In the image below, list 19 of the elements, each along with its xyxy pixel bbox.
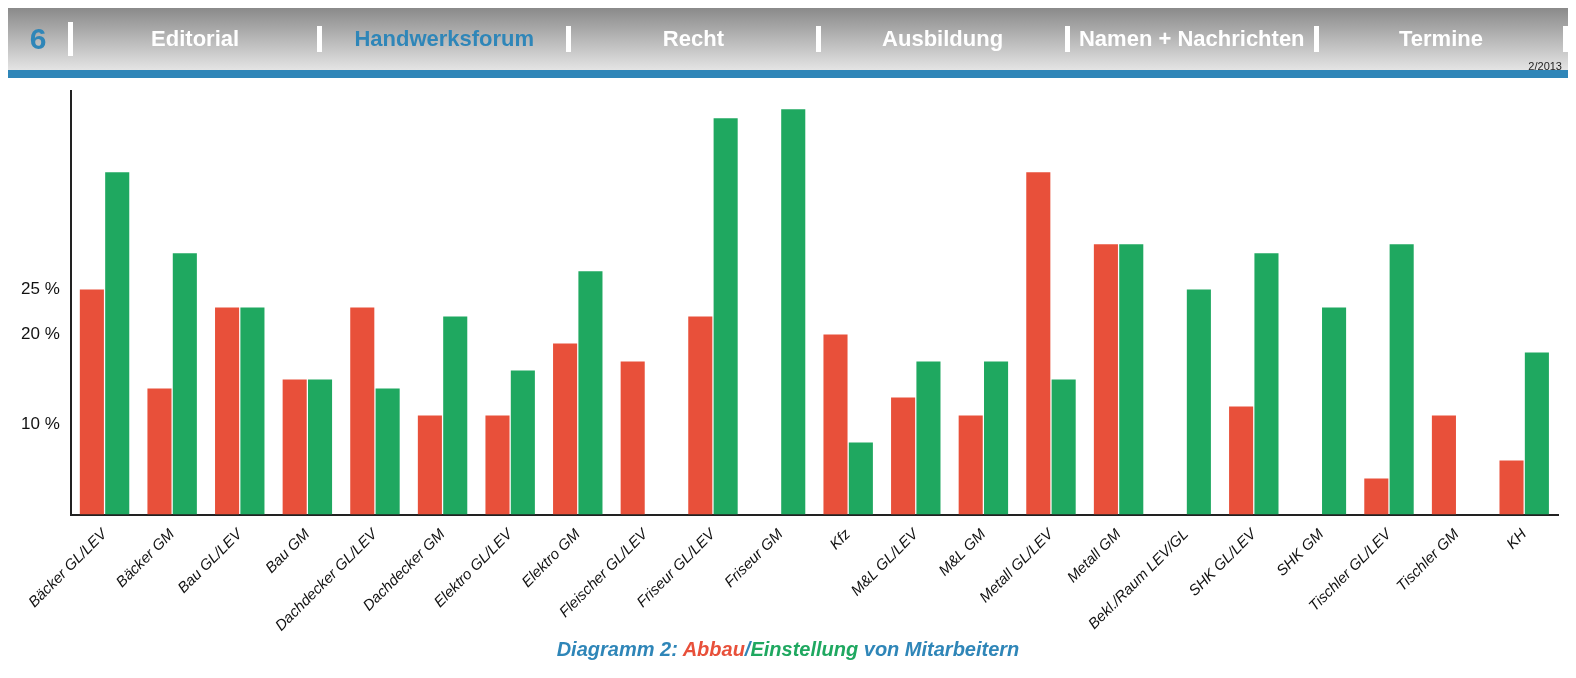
text: Einstellung bbox=[750, 638, 859, 660]
y-tick-label: 10 % bbox=[21, 414, 60, 434]
text: Namen + Nachrichten bbox=[1069, 26, 1319, 52]
text: Abbau bbox=[682, 638, 745, 660]
text: 2/2013 bbox=[1528, 60, 1562, 72]
text: Ausbildung bbox=[820, 26, 1070, 52]
text: Diagramm 2: bbox=[556, 638, 679, 660]
text: von Mitarbeitern bbox=[862, 638, 1020, 660]
text: Recht bbox=[571, 26, 821, 52]
x-tick-label: M&L GM bbox=[934, 524, 989, 579]
text: 6 bbox=[8, 22, 73, 56]
text: Editorial bbox=[73, 26, 323, 52]
text: Termine bbox=[1318, 26, 1569, 52]
text: / bbox=[744, 638, 751, 660]
text: Handwerksforum bbox=[322, 26, 572, 52]
x-tick-label: Kfz bbox=[825, 524, 854, 553]
y-tick-label: 25 % bbox=[21, 279, 60, 299]
x-tick-label: KH bbox=[1502, 524, 1530, 552]
y-tick-label: 20 % bbox=[21, 324, 60, 344]
